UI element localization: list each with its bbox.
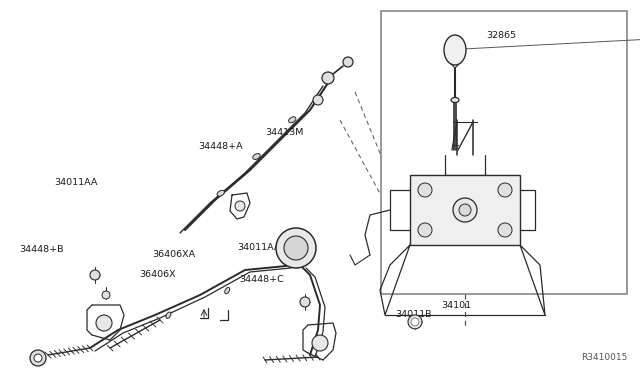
Circle shape xyxy=(498,183,512,197)
Text: 36406XA: 36406XA xyxy=(152,250,195,259)
Bar xyxy=(381,11,627,294)
Text: 36406X: 36406X xyxy=(140,270,176,279)
Circle shape xyxy=(459,204,471,216)
Text: R3410015: R3410015 xyxy=(582,353,628,362)
Circle shape xyxy=(343,57,353,67)
Circle shape xyxy=(102,291,110,299)
Text: 32865: 32865 xyxy=(486,31,516,40)
Circle shape xyxy=(322,72,334,84)
Circle shape xyxy=(34,354,42,362)
Text: 34448+B: 34448+B xyxy=(19,245,64,254)
Circle shape xyxy=(284,236,308,260)
Circle shape xyxy=(312,335,328,351)
Circle shape xyxy=(235,201,245,211)
Ellipse shape xyxy=(289,117,296,123)
Circle shape xyxy=(498,223,512,237)
Circle shape xyxy=(411,318,419,326)
Text: 34011B: 34011B xyxy=(395,310,431,319)
Ellipse shape xyxy=(444,35,466,65)
Circle shape xyxy=(96,315,112,331)
Text: 34448+A: 34448+A xyxy=(198,142,243,151)
Ellipse shape xyxy=(451,97,459,103)
Circle shape xyxy=(408,315,422,329)
Text: 34011AA: 34011AA xyxy=(54,178,98,187)
Circle shape xyxy=(30,350,46,366)
Text: 34448+C: 34448+C xyxy=(239,275,284,284)
Ellipse shape xyxy=(303,298,307,305)
Circle shape xyxy=(418,183,432,197)
Circle shape xyxy=(453,198,477,222)
Circle shape xyxy=(418,223,432,237)
Ellipse shape xyxy=(253,154,260,160)
Circle shape xyxy=(90,270,100,280)
Text: 34011AA: 34011AA xyxy=(237,243,280,252)
Ellipse shape xyxy=(225,288,230,294)
Bar xyxy=(410,175,520,245)
Circle shape xyxy=(276,228,316,268)
Ellipse shape xyxy=(217,190,225,196)
Ellipse shape xyxy=(166,312,171,318)
Text: 34413M: 34413M xyxy=(266,128,304,137)
Circle shape xyxy=(300,297,310,307)
Circle shape xyxy=(313,95,323,105)
Text: 34101: 34101 xyxy=(442,301,472,310)
